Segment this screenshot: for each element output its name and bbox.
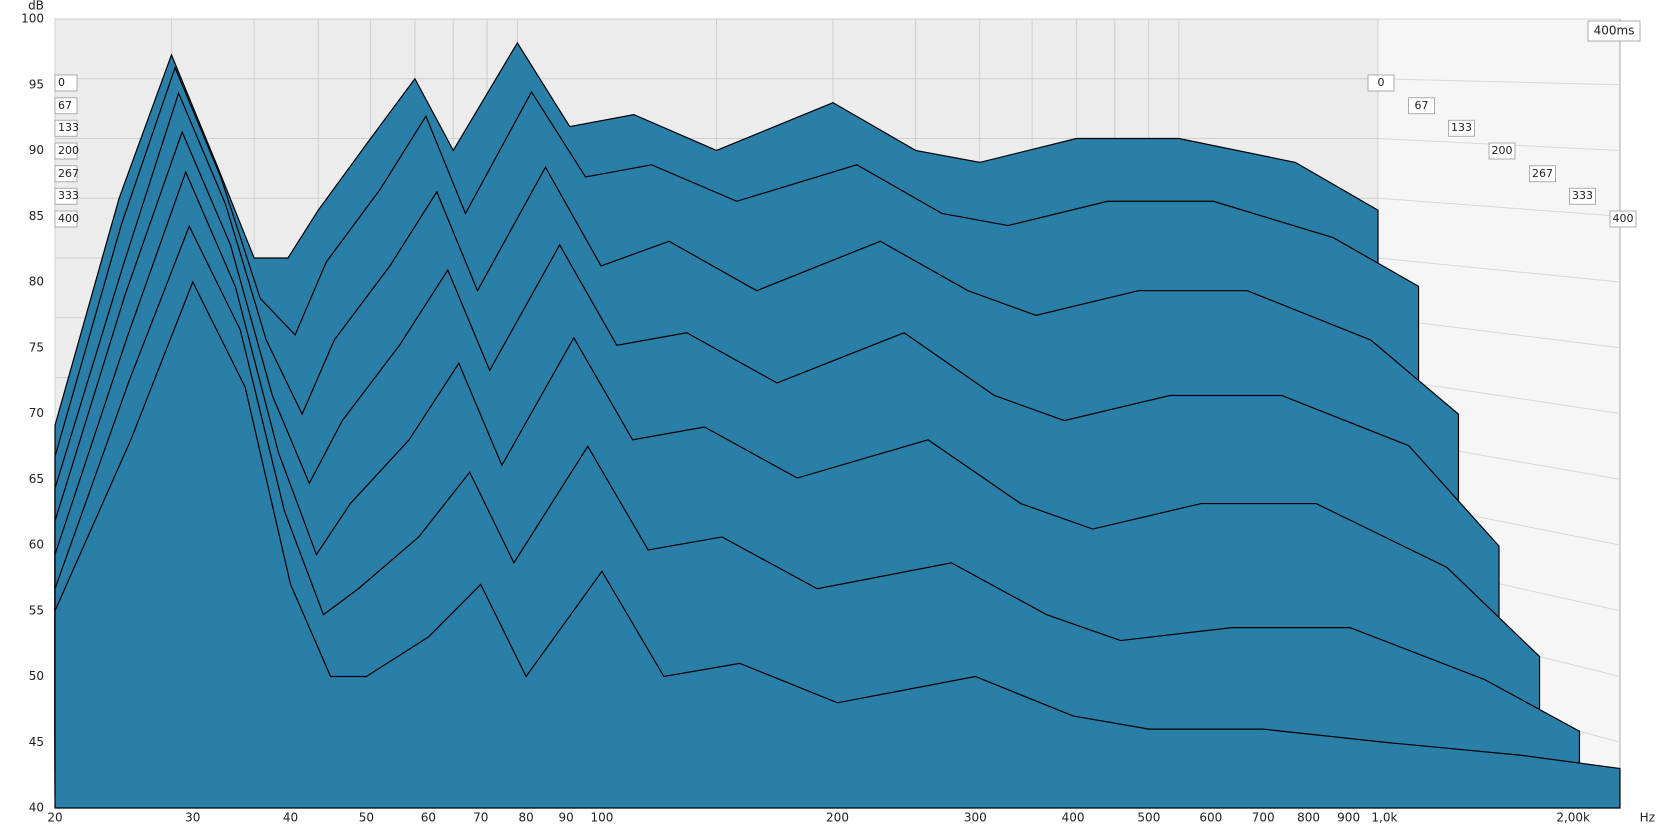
time-tick-box: [54, 142, 78, 160]
time-tick-box: [1367, 74, 1395, 92]
y-tick-label: 40: [29, 801, 44, 815]
x-tick-label: 70: [473, 811, 488, 825]
time-tick-label: 333: [58, 189, 79, 202]
time-tick-box: [54, 165, 78, 183]
y-tick-label: 50: [29, 669, 44, 683]
side-grid-line: [1377, 257, 1621, 283]
time-tick-box: [54, 119, 78, 137]
time-tick-box: [1448, 119, 1475, 137]
x-tick-label: 600: [1199, 811, 1222, 825]
y-tick-label: 70: [29, 406, 44, 420]
x-tick-label: 500: [1137, 811, 1160, 825]
x-tick-label: 40: [283, 811, 298, 825]
time-tick-label: 200: [1492, 144, 1513, 157]
x-tick-label: 30: [185, 811, 200, 825]
y-axis-label: dB: [28, 0, 44, 13]
slices: [54, 41, 1621, 809]
z-label-box: [1587, 20, 1641, 42]
y-tick-label: 55: [29, 603, 44, 617]
time-tick-label: 400: [1613, 212, 1634, 225]
y-tick-label: 60: [29, 538, 44, 552]
x-tick-label: 700: [1252, 811, 1275, 825]
time-tick-box: [54, 187, 78, 205]
time-tick-label: 333: [1572, 189, 1593, 202]
time-tick-box: [1569, 187, 1596, 205]
x-tick-label: 20: [47, 811, 62, 825]
time-tick-label: 0: [1378, 76, 1385, 89]
time-tick-label: 200: [58, 144, 79, 157]
time-tick-box: [54, 97, 78, 115]
x-tick-label: 400: [1062, 811, 1085, 825]
y-tick-label: 85: [29, 209, 44, 223]
time-tick-label: 67: [58, 99, 72, 112]
time-tick-label: 67: [1415, 99, 1429, 112]
z-axis-label: 400ms: [1594, 24, 1635, 38]
x-tick-label: 2,00k: [1556, 811, 1590, 825]
y-tick-label: 45: [29, 735, 44, 749]
y-tick-label: 80: [29, 275, 44, 289]
time-tick-label: 267: [1532, 167, 1553, 180]
x-tick-label: 900: [1337, 811, 1360, 825]
x-tick-label: 80: [518, 811, 533, 825]
time-tick-label: 133: [1451, 121, 1472, 134]
x-tick-label: 300: [964, 811, 987, 825]
time-tick-box: [54, 74, 78, 92]
x-tick-label: 200: [826, 811, 849, 825]
time-tick-box: [1408, 97, 1435, 115]
labels: 40 45 50 55 60 65 70 75 80 85 90 95 100 20 30 40 50 60 70 8…: [21, 0, 1655, 825]
time-tick-box: [1488, 142, 1516, 160]
time-tick-box: [54, 210, 78, 228]
x-tick-label: 1,0k: [1371, 811, 1397, 825]
x-tick-label: 100: [590, 811, 613, 825]
x-axis-label: Hz: [1640, 811, 1655, 825]
time-tick-box: [1609, 210, 1637, 228]
y-tick-label: 75: [29, 340, 44, 354]
time-tick-label: 0: [58, 76, 65, 89]
time-tick-box: [1529, 165, 1556, 183]
side-grid-line: [1377, 197, 1621, 217]
x-tick-label: 60: [421, 811, 436, 825]
x-tick-label: 800: [1297, 811, 1320, 825]
y-tick-label: 90: [29, 143, 44, 157]
time-tick-label: 400: [58, 212, 79, 225]
waterfall-slice: [54, 280, 1621, 809]
time-tick-label: 133: [58, 121, 79, 134]
time-tick-label: 267: [58, 167, 79, 180]
y-tick-label: 65: [29, 472, 44, 486]
y-tick-label: 100: [21, 12, 44, 26]
x-tick-label: 50: [359, 811, 374, 825]
x-tick-label: 90: [558, 811, 573, 825]
side-grid-line: [1377, 78, 1621, 86]
y-tick-label: 95: [29, 77, 44, 91]
